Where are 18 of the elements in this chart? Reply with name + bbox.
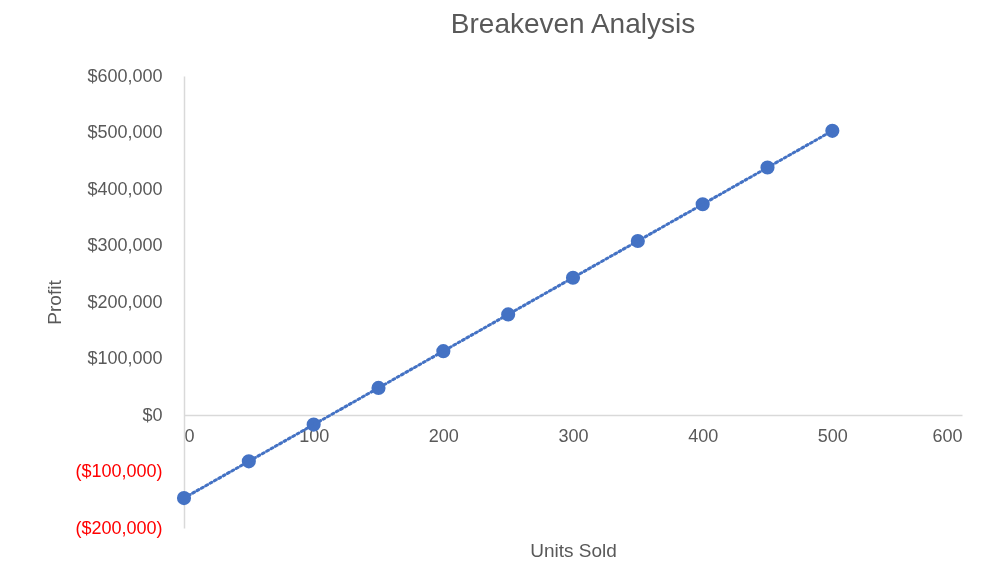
y-tick-label: $100,000 [87, 348, 163, 368]
x-axis-title: Units Sold [530, 539, 617, 561]
x-tick-label: 500 [817, 425, 848, 446]
x-tick-label: 300 [558, 425, 589, 446]
y-tick-label: $200,000 [87, 291, 163, 312]
x-tick-label: 200 [428, 425, 459, 446]
y-tick-label: $400,000 [87, 178, 163, 199]
y-tick-label: $600,000 [87, 65, 163, 86]
y-tick-label: $0 [142, 404, 163, 425]
x-tick-label: 600 [932, 425, 963, 446]
y-tick-label: ($100,000) [75, 461, 163, 481]
y-tick-label: $300,000 [87, 235, 163, 255]
y-axis-title: Profit [44, 279, 66, 325]
x-tick-label: 400 [688, 425, 719, 446]
y-tick-label: ($200,000) [75, 517, 163, 538]
x-tick-label: 0 [184, 425, 195, 446]
chart-title: Breakeven Analysis [450, 8, 696, 39]
y-tick-label: $500,000 [87, 122, 163, 142]
